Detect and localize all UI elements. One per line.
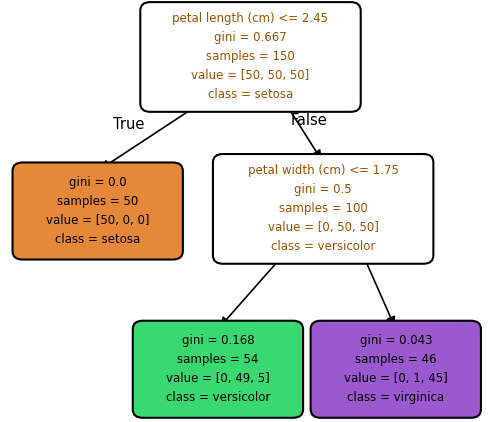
Text: False: False xyxy=(291,113,328,128)
FancyBboxPatch shape xyxy=(133,321,303,418)
Text: petal width (cm) <= 1.75
gini = 0.5
samples = 100
value = [0, 50, 50]
class = ve: petal width (cm) <= 1.75 gini = 0.5 samp… xyxy=(247,165,399,253)
Text: gini = 0.0
samples = 50
value = [50, 0, 0]
class = setosa: gini = 0.0 samples = 50 value = [50, 0, … xyxy=(46,176,149,246)
Text: True: True xyxy=(113,117,145,132)
FancyBboxPatch shape xyxy=(140,2,361,112)
Text: petal length (cm) <= 2.45
gini = 0.667
samples = 150
value = [50, 50, 50]
class : petal length (cm) <= 2.45 gini = 0.667 s… xyxy=(172,13,329,101)
FancyBboxPatch shape xyxy=(213,154,433,264)
FancyBboxPatch shape xyxy=(311,321,481,418)
Text: gini = 0.043
samples = 46
value = [0, 1, 45]
class = virginica: gini = 0.043 samples = 46 value = [0, 1,… xyxy=(344,334,448,404)
FancyBboxPatch shape xyxy=(13,162,183,260)
Text: gini = 0.168
samples = 54
value = [0, 49, 5]
class = versicolor: gini = 0.168 samples = 54 value = [0, 49… xyxy=(166,334,270,404)
